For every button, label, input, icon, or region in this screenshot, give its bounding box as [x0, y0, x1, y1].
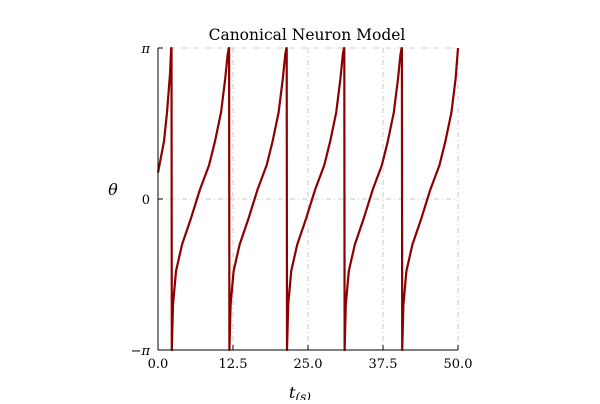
x-tick-label-2: 25.0: [294, 357, 323, 372]
ticks: 0.0 12.5 25.0 37.5 50.0 −π 0 π: [131, 42, 473, 372]
series-line-0: [156, 46, 460, 352]
chart-title: Canonical Neuron Model: [209, 26, 406, 44]
x-tick-label-3: 37.5: [369, 357, 398, 372]
y-tick-label-2: π: [140, 42, 150, 57]
x-tick-label-4: 50.0: [444, 357, 473, 372]
y-tick-label-0: −π: [131, 344, 151, 359]
x-tick-label-0: 0.0: [148, 357, 169, 372]
y-tick-label-1: 0: [142, 193, 150, 208]
x-axis-label: t(s): [289, 383, 311, 400]
x-axis-label-subscript: (s): [295, 390, 311, 400]
x-tick-label-1: 12.5: [219, 357, 248, 372]
grid: [157, 47, 459, 351]
series-layer: [156, 46, 460, 352]
x-axis-label-main: t: [289, 383, 296, 400]
y-axis-label: θ: [108, 180, 118, 199]
